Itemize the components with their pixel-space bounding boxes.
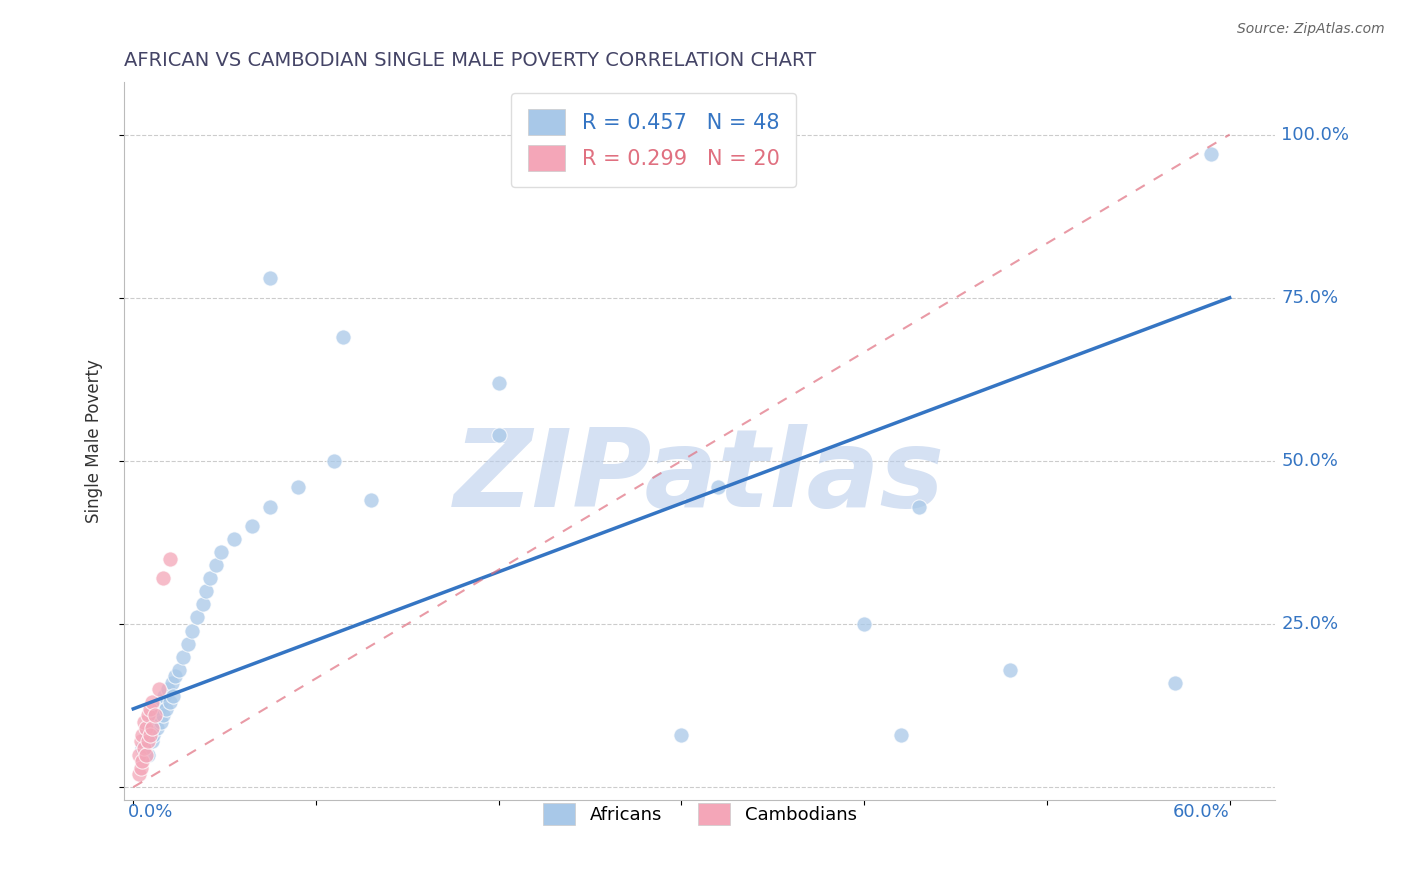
Point: [131, 741, 153, 756]
Point: [162, 689, 184, 703]
Point: [191, 598, 214, 612]
Point: [149, 695, 172, 709]
Point: [134, 741, 156, 756]
Point: [1000, 663, 1022, 677]
Point: [148, 702, 170, 716]
Point: [136, 734, 159, 748]
Point: [1164, 675, 1187, 690]
Point: [149, 714, 172, 729]
Text: 50.0%: 50.0%: [1281, 452, 1339, 470]
Point: [1201, 147, 1223, 161]
Point: [136, 747, 159, 762]
Point: [141, 714, 163, 729]
Point: [853, 617, 876, 632]
Point: [136, 708, 159, 723]
Point: [143, 708, 166, 723]
Text: 0.0%: 0.0%: [128, 804, 173, 822]
Point: [128, 747, 150, 762]
Text: AFRICAN VS CAMBODIAN SINGLE MALE POVERTY CORRELATION CHART: AFRICAN VS CAMBODIAN SINGLE MALE POVERTY…: [124, 51, 817, 70]
Point: [146, 722, 169, 736]
Text: ZIPatlas: ZIPatlas: [454, 425, 945, 530]
Point: [159, 551, 181, 566]
Text: 100.0%: 100.0%: [1281, 126, 1350, 144]
Point: [323, 454, 346, 468]
Point: [222, 532, 245, 546]
Point: [908, 500, 931, 514]
Point: [138, 722, 160, 736]
Point: [134, 714, 156, 729]
Point: [142, 728, 165, 742]
Point: [131, 754, 153, 768]
Point: [172, 649, 194, 664]
Point: [152, 571, 174, 585]
Point: [135, 722, 157, 736]
Y-axis label: Single Male Poverty: Single Male Poverty: [86, 359, 103, 524]
Text: 60.0%: 60.0%: [1173, 804, 1230, 822]
Point: [135, 728, 157, 742]
Point: [135, 747, 157, 762]
Point: [129, 734, 152, 748]
Point: [707, 480, 730, 494]
Text: 25.0%: 25.0%: [1281, 615, 1339, 633]
Point: [259, 500, 281, 514]
Point: [143, 708, 166, 723]
Point: [890, 728, 912, 742]
Point: [204, 558, 226, 573]
Point: [129, 761, 152, 775]
Point: [287, 480, 309, 494]
Point: [141, 695, 163, 709]
Point: [138, 728, 160, 742]
Point: [152, 708, 174, 723]
Point: [138, 702, 160, 716]
Point: [198, 571, 221, 585]
Point: [148, 682, 170, 697]
Text: 75.0%: 75.0%: [1281, 289, 1339, 307]
Point: [671, 728, 693, 742]
Point: [141, 734, 163, 748]
Point: [488, 427, 510, 442]
Point: [141, 722, 163, 736]
Point: [259, 271, 281, 285]
Point: [332, 330, 354, 344]
Point: [209, 545, 232, 559]
Point: [153, 689, 176, 703]
Text: Source: ZipAtlas.com: Source: ZipAtlas.com: [1237, 22, 1385, 37]
Point: [488, 376, 510, 390]
Point: [240, 519, 263, 533]
Legend: Africans, Cambodians: Africans, Cambodians: [533, 794, 866, 834]
Point: [156, 682, 179, 697]
Point: [360, 493, 382, 508]
Point: [155, 702, 177, 716]
Point: [180, 624, 202, 638]
Point: [195, 584, 218, 599]
Point: [186, 610, 208, 624]
Point: [177, 637, 200, 651]
Point: [131, 728, 153, 742]
Point: [167, 663, 190, 677]
Point: [160, 675, 183, 690]
Point: [128, 767, 150, 781]
Point: [159, 695, 181, 709]
Point: [165, 669, 187, 683]
